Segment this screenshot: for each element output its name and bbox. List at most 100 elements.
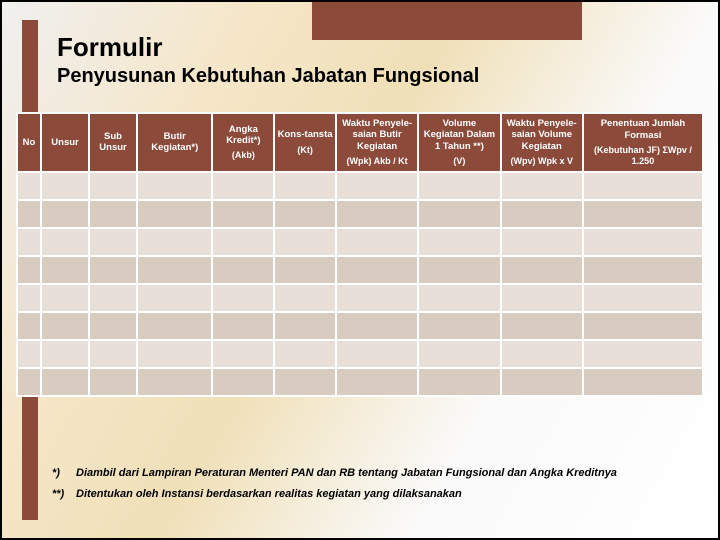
col-penentuan-top: Penentuan Jumlah Formasi [601,118,685,140]
table-cell [274,200,336,228]
table-cell [336,256,418,284]
table-cell [583,284,703,312]
table-cell [501,256,583,284]
table-cell [418,172,500,200]
col-volume-top: Volume Kegiatan Dalam 1 Tahun **) [424,118,495,152]
col-kons-top: Kons-tansta [278,129,333,140]
table-cell [137,368,212,396]
col-kons-sub: (Kt) [277,145,333,156]
form-table: No Unsur Sub Unsur Butir Kegiatan*) Angk… [16,112,704,397]
table-cell [17,368,41,396]
table-cell [336,312,418,340]
table-cell [501,312,583,340]
table-row [17,284,703,312]
table-cell [583,340,703,368]
table-cell [89,312,137,340]
table-cell [274,228,336,256]
col-sub-unsur: Sub Unsur [89,113,137,172]
table-cell [41,256,89,284]
table-cell [89,172,137,200]
table-cell [418,200,500,228]
table-cell [212,256,274,284]
footnote-2-text: Ditentukan oleh Instansi berdasarkan rea… [76,486,693,504]
table-body [17,172,703,396]
table-cell [41,340,89,368]
table-cell [274,172,336,200]
table-cell [137,256,212,284]
table-cell [137,200,212,228]
table-cell [501,172,583,200]
footnotes: *) Diambil dari Lampiran Peraturan Mente… [52,465,693,508]
table-cell [274,340,336,368]
table-row [17,368,703,396]
table-cell [137,172,212,200]
table-cell [137,312,212,340]
page-title: Formulir [57,32,693,63]
table-cell [501,368,583,396]
table-cell [583,312,703,340]
header-block: Formulir Penyusunan Kebutuhan Jabatan Fu… [57,32,693,100]
table-cell [17,284,41,312]
table-cell [336,284,418,312]
table-header: No Unsur Sub Unsur Butir Kegiatan*) Angk… [17,113,703,172]
table-cell [41,284,89,312]
table-cell [212,200,274,228]
footnote-1: *) Diambil dari Lampiran Peraturan Mente… [52,465,693,483]
table-cell [212,312,274,340]
table-cell [17,200,41,228]
table-cell [137,228,212,256]
col-waktu2: Waktu Penyele-saian Volume Kegiatan (Wpv… [501,113,583,172]
page-subtitle: Penyusunan Kebutuhan Jabatan Fungsional [57,65,693,88]
table-cell [41,172,89,200]
table-cell [89,228,137,256]
table-cell [89,200,137,228]
table-cell [501,284,583,312]
col-waktu1: Waktu Penyele-saian Butir Kegiatan (Wpk)… [336,113,418,172]
table-cell [418,368,500,396]
table-cell [583,256,703,284]
footnote-2: **) Ditentukan oleh Instansi berdasarkan… [52,486,693,504]
table-cell [41,368,89,396]
table-cell [274,284,336,312]
col-angka-top: Angka Kredit*) [226,124,260,146]
table-cell [583,368,703,396]
table-cell [418,340,500,368]
col-waktu2-top: Waktu Penyele-saian Volume Kegiatan [507,118,577,152]
table-cell [89,256,137,284]
table-cell [336,172,418,200]
table-row [17,312,703,340]
footnote-1-text: Diambil dari Lampiran Peraturan Menteri … [76,465,693,483]
table-cell [17,312,41,340]
table-row [17,172,703,200]
col-penentuan: Penentuan Jumlah Formasi (Kebutuhan JF) … [583,113,703,172]
table-cell [212,368,274,396]
table-cell [418,228,500,256]
table-row [17,200,703,228]
table-cell [583,200,703,228]
table-cell [89,284,137,312]
table-cell [212,228,274,256]
col-no: No [17,113,41,172]
col-waktu2-sub: (Wpv) Wpk x V [504,156,580,167]
table-row [17,256,703,284]
col-kons: Kons-tansta (Kt) [274,113,336,172]
table-cell [501,228,583,256]
col-waktu1-sub: (Wpk) Akb / Kt [339,156,415,167]
col-waktu1-top: Waktu Penyele-saian Butir Kegiatan [342,118,412,152]
col-butir: Butir Kegiatan*) [137,113,212,172]
col-angka-sub: (Akb) [215,150,271,161]
form-table-container: No Unsur Sub Unsur Butir Kegiatan*) Angk… [16,112,704,397]
table-cell [583,228,703,256]
table-cell [137,284,212,312]
table-cell [501,340,583,368]
table-cell [336,340,418,368]
table-cell [17,340,41,368]
table-cell [274,256,336,284]
table-cell [137,340,212,368]
table-cell [336,228,418,256]
col-penentuan-sub: (Kebutuhan JF) ΣWpv / 1.250 [586,145,700,167]
table-cell [41,228,89,256]
table-cell [89,340,137,368]
footnote-2-marker: **) [52,486,76,504]
table-cell [41,200,89,228]
